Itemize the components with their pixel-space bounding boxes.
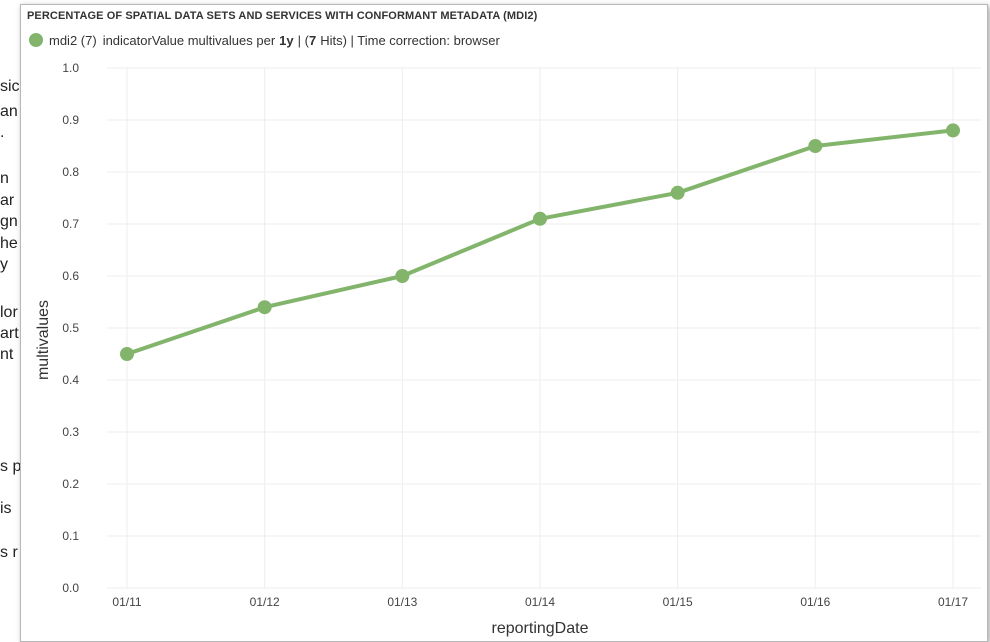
data-point — [257, 300, 272, 315]
legend: mdi2 (7) indicatorValue multivalues per … — [29, 32, 500, 48]
chart-panel: PERCENTAGE OF SPATIAL DATA SETS AND SERV… — [20, 4, 988, 642]
x-axis-ticks: 01/11 01/12 01/13 01/14 01/15 01/16 01/17 — [112, 595, 968, 609]
background-text-fragment: gn — [0, 213, 18, 230]
background-text-fragment: lor — [0, 304, 18, 321]
series — [120, 123, 960, 361]
y-tick-label: 0.9 — [62, 113, 79, 127]
background-text-fragment: is — [0, 500, 12, 517]
y-tick-label: 0.2 — [62, 477, 79, 491]
background-text-fragment: sic — [0, 78, 20, 95]
background-text-fragment: s p — [0, 458, 22, 475]
legend-period: 1y — [279, 32, 294, 48]
background-text-fragment: ar — [0, 192, 15, 209]
legend-series-label[interactable]: mdi2 (7) — [49, 32, 97, 48]
x-tick-label: 01/12 — [250, 595, 280, 609]
y-tick-label: 0.3 — [62, 425, 79, 439]
x-tick-label: 01/17 — [938, 595, 968, 609]
background-text-fragment: n — [0, 170, 9, 187]
y-tick-label: 0.7 — [62, 217, 79, 231]
background-text-fragment: art — [0, 325, 19, 342]
y-tick-label: 0.8 — [62, 165, 79, 179]
y-tick-label: 0.0 — [62, 581, 79, 595]
data-point — [808, 139, 823, 153]
legend-hits-suffix: Hits) | Time correction: browser — [320, 32, 500, 48]
legend-hits: 7 — [308, 32, 317, 48]
y-axis-ticks: 0.0 0.1 0.2 0.3 0.4 0.5 0.6 0.7 0.8 0.9 1.0 — [62, 61, 79, 595]
background-text-fragment: y — [0, 256, 8, 273]
data-point — [120, 347, 134, 361]
y-tick-label: 0.6 — [62, 269, 79, 283]
x-tick-label: 01/13 — [387, 595, 417, 609]
y-tick-label: 0.4 — [62, 373, 79, 387]
background-text-fragment: . — [0, 124, 5, 141]
legend-series-marker[interactable] — [29, 33, 43, 47]
x-tick-label: 01/15 — [663, 595, 693, 609]
background-text-fragment: s r — [0, 544, 18, 561]
x-axis-title: reportingDate — [492, 620, 589, 637]
chart-title: PERCENTAGE OF SPATIAL DATA SETS AND SERV… — [27, 10, 538, 22]
line-chart: 0.00.10.20.30.40.50.60.70.80.91.0 01/11 0… — [35, 61, 981, 637]
x-tick-label: 01/11 — [112, 595, 141, 609]
background-text-fragment: he — [0, 235, 18, 252]
grid — [107, 67, 981, 589]
data-point — [533, 211, 547, 226]
y-tick-label: 1.0 — [62, 61, 79, 75]
x-tick-label: 01/14 — [525, 595, 555, 609]
background-text-fragment: nt — [0, 346, 14, 363]
y-axis-title: multivalues — [35, 300, 52, 380]
background-text-fragment: an — [0, 103, 18, 120]
x-tick-label: 01/16 — [800, 595, 830, 609]
data-point — [395, 269, 410, 283]
legend-text-prefix: indicatorValue multivalues per — [102, 32, 276, 48]
y-tick-label: 0.1 — [62, 529, 79, 543]
background-page-text: sic an . n ar gn he y lor art nt s p is … — [0, 0, 40, 640]
data-point — [670, 185, 685, 200]
data-point — [946, 123, 960, 138]
legend-separator: | ( — [297, 32, 309, 48]
y-tick-label: 0.5 — [62, 321, 79, 335]
